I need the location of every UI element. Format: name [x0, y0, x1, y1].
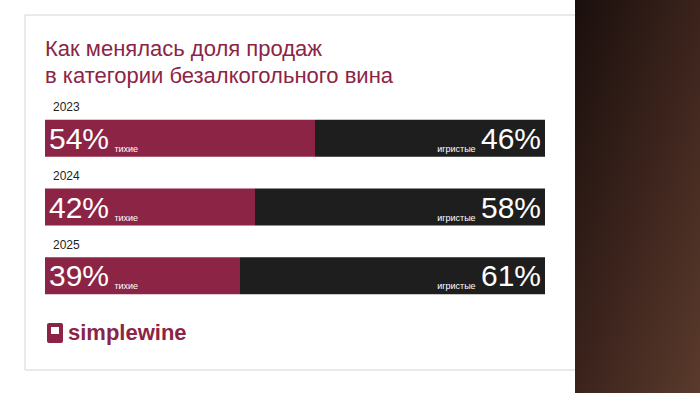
svg-text:игристые: игристые	[437, 213, 475, 223]
svg-text:42%: 42%	[49, 191, 109, 224]
svg-text:2024: 2024	[53, 169, 80, 183]
svg-text:2023: 2023	[53, 100, 80, 114]
svg-text:в категории безалкогольного ви: в категории безалкогольного вина	[45, 63, 394, 88]
svg-text:2025: 2025	[53, 238, 80, 252]
svg-text:тихие: тихие	[114, 144, 138, 154]
svg-text:Как менялась доля продаж: Как менялась доля продаж	[45, 36, 322, 61]
svg-text:46%: 46%	[481, 122, 541, 155]
svg-text:simplewine: simplewine	[68, 320, 187, 345]
svg-text:54%: 54%	[49, 122, 109, 155]
svg-text:игристые: игристые	[437, 281, 475, 291]
svg-text:тихие: тихие	[114, 213, 138, 223]
svg-text:игристые: игристые	[437, 144, 475, 154]
svg-text:39%: 39%	[49, 259, 109, 292]
svg-text:58%: 58%	[481, 191, 541, 224]
svg-text:61%: 61%	[481, 259, 541, 292]
svg-text:тихие: тихие	[114, 281, 138, 291]
